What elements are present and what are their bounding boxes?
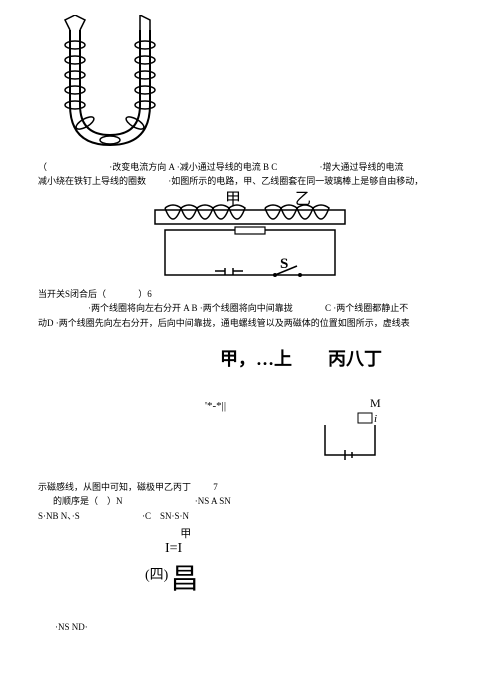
t3-2a: 的顺序是（ ）N: [53, 496, 123, 506]
t4-1: ·NS ND·: [55, 622, 88, 632]
fig3-sub: '*-*||: [205, 400, 226, 412]
t3-1n: 7: [213, 482, 218, 492]
fig4-chang: 昌: [171, 564, 199, 595]
fig4-si: (四): [145, 568, 168, 583]
t1a: ·改变电流方向: [109, 162, 166, 172]
t1d: B C: [263, 162, 277, 172]
t1b: A: [169, 162, 175, 172]
paren: （: [38, 162, 47, 172]
label-i: i: [374, 413, 377, 425]
t2-1n: ）6: [138, 289, 152, 299]
t2-3b: ·两个线圈先向左右分开，后向中间靠拢，通电螺线管以及两磁体的位置如图所示，虚线表: [56, 318, 410, 328]
figure-small-circuit: M i: [310, 395, 390, 472]
t2-2b: A B: [183, 303, 197, 313]
t2-2d: C: [325, 303, 331, 313]
fig3-labels: 甲，…上 丙八丁: [220, 349, 382, 369]
t2-2a: ·两个线圈将向左右分开: [88, 303, 181, 313]
t1c: ·减小通过导线的电流: [177, 162, 261, 172]
t2-2e: ·两个线圈都静止不: [333, 303, 408, 313]
t2a: 减小绕在铁钉上导线的圈数: [38, 176, 146, 186]
t3-1: 示磁感线，从图中可知，磁极甲乙丙丁: [38, 482, 191, 492]
t2-3a: 动D: [38, 318, 54, 328]
figure-sub-label: '*-*||: [205, 400, 226, 412]
question-text-3: 示磁感线，从图中可知，磁极甲乙丙丁 7 的顺序是（ ）N ·NS A SN S·…: [38, 480, 468, 523]
label-s: S: [280, 256, 288, 272]
fig4-jia: 甲: [173, 525, 199, 541]
label-m: M: [370, 396, 381, 410]
fig4-i: I=I: [165, 541, 199, 557]
t3-2b: ·NS A SN: [195, 496, 231, 506]
figure-circuit-coils: 甲 乙 S: [145, 190, 355, 292]
question-text-1: （ ·改变电流方向 A ·减小通过导线的电流 B C ·增大通过导线的电流 减小…: [38, 160, 468, 189]
figure-4: 甲 I=I (四) 昌: [145, 525, 199, 597]
question-text-4: ·NS ND·: [55, 620, 88, 634]
t2-2c: ·两个线圈将向中间靠拢: [200, 303, 293, 313]
t2b: ·如图所示的电路，甲、乙线圈套在同一玻璃棒上是够自由移动，: [168, 176, 423, 186]
t3-3b: ·C SN·S·N: [142, 511, 189, 521]
figure-u-coil: [55, 15, 175, 157]
figure-labels-row: 甲，…上 丙八丁: [220, 345, 382, 371]
question-text-2: 当开关S闭合后（ ）6 ·两个线圈将向左右分开 A B ·两个线圈将向中间靠拢 …: [38, 287, 468, 330]
t2-1: 当开关S闭合后（: [38, 289, 106, 299]
t3-3a: S·NB N、·S: [38, 511, 80, 521]
t1e: ·增大通过导线的电流: [320, 162, 404, 172]
